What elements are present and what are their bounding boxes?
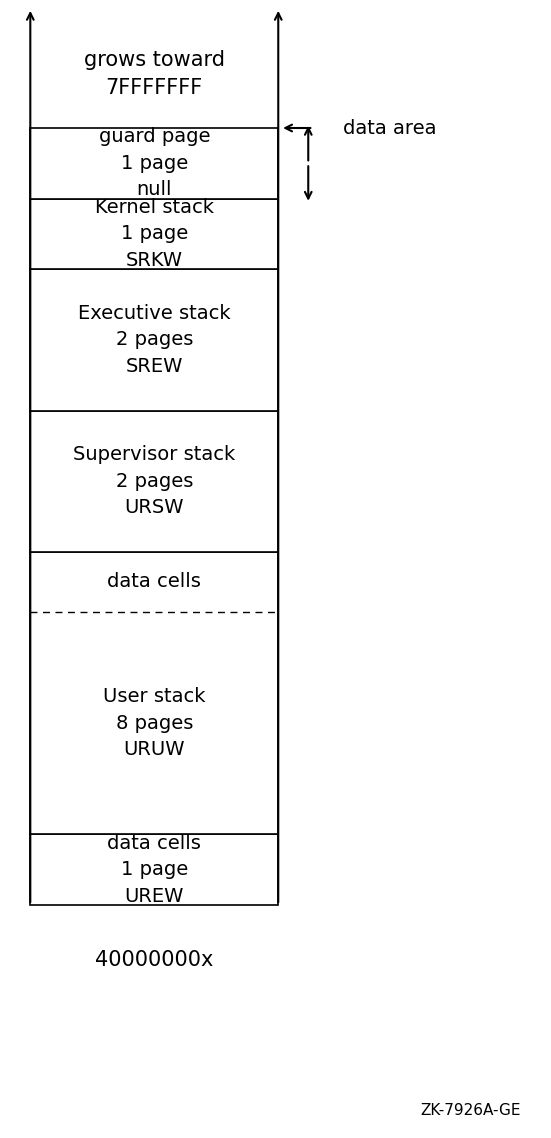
Text: Executive stack
2 pages
SREW: Executive stack 2 pages SREW bbox=[78, 304, 230, 376]
Bar bbox=[30, 411, 278, 552]
Bar bbox=[30, 834, 278, 905]
Text: data cells
1 page
UREW: data cells 1 page UREW bbox=[107, 834, 201, 906]
Bar bbox=[30, 552, 278, 834]
Bar bbox=[30, 199, 278, 270]
Text: guard page
1 page
null: guard page 1 page null bbox=[99, 127, 210, 199]
Text: data cells: data cells bbox=[107, 572, 201, 591]
Bar bbox=[30, 127, 278, 199]
Text: grows toward
7FFFFFFF: grows toward 7FFFFFFF bbox=[84, 50, 225, 98]
Text: User stack
8 pages
URUW: User stack 8 pages URUW bbox=[103, 687, 206, 759]
Text: Supervisor stack
2 pages
URSW: Supervisor stack 2 pages URSW bbox=[73, 445, 235, 517]
Text: 40000000x: 40000000x bbox=[95, 950, 213, 970]
Text: Kernel stack
1 page
SRKW: Kernel stack 1 page SRKW bbox=[95, 198, 214, 270]
Text: ZK-7926A-GE: ZK-7926A-GE bbox=[420, 1103, 521, 1118]
Text: data area: data area bbox=[343, 118, 437, 138]
Bar bbox=[30, 270, 278, 411]
